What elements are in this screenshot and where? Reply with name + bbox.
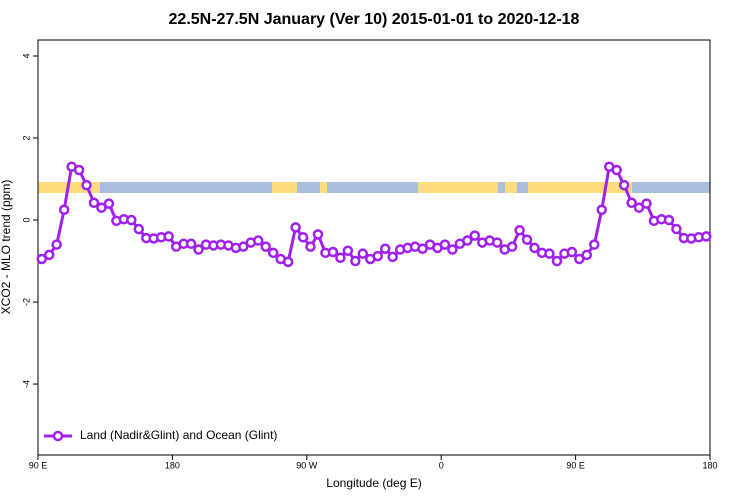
- data-point: [387, 251, 398, 263]
- data-point: [626, 197, 637, 209]
- data-point: [43, 249, 55, 261]
- chart-title: 22.5N-27.5N January (Ver 10) 2015-01-01 …: [169, 11, 580, 28]
- data-point: [81, 179, 92, 191]
- x-tick-label: 90 E: [566, 460, 585, 470]
- data-point: [379, 243, 391, 254]
- data-point: [618, 179, 630, 191]
- data-point: [611, 164, 622, 176]
- data-point: [357, 248, 369, 259]
- data-point: [185, 238, 197, 250]
- data-point: [596, 204, 607, 216]
- data-point: [462, 235, 473, 246]
- data-point: [73, 164, 85, 176]
- data-point: [491, 237, 503, 248]
- x-tick-label: 90 E: [29, 460, 48, 470]
- data-point: [551, 255, 563, 267]
- y-tick-label: 0: [21, 218, 31, 223]
- data-point: [350, 255, 361, 267]
- data-point: [566, 246, 578, 258]
- data-point: [267, 247, 279, 259]
- data-point: [544, 248, 555, 259]
- data-point: [671, 223, 682, 235]
- y-tick-label: -2: [21, 298, 31, 306]
- data-point: [282, 256, 294, 268]
- data-point: [335, 252, 346, 264]
- legend-marker: [52, 430, 64, 442]
- data-point: [305, 241, 316, 252]
- data-point: [312, 229, 324, 240]
- data-point: [589, 239, 600, 250]
- data-point: [447, 244, 458, 255]
- x-axis-label: Longitude (deg E): [326, 476, 421, 490]
- data-point: [581, 249, 593, 261]
- data-point: [574, 253, 585, 265]
- data-point: [58, 204, 70, 216]
- data-point: [372, 250, 383, 262]
- plot-frame: [37, 39, 711, 456]
- y-tick-label: 2: [21, 136, 31, 141]
- data-point: [506, 241, 518, 252]
- y-axis-label: XCO2 - MLO trend (ppm): [0, 180, 13, 315]
- data-point: [663, 214, 675, 226]
- y-tick-label: -4: [21, 380, 31, 388]
- data-point: [36, 253, 47, 265]
- data-point: [193, 244, 204, 255]
- data-point: [529, 242, 540, 254]
- x-tick-label: 90 W: [296, 460, 318, 470]
- data-point: [238, 241, 249, 252]
- data-point: [469, 230, 481, 241]
- series-line: [41, 165, 707, 264]
- data-point: [327, 246, 339, 258]
- data-point: [290, 222, 301, 233]
- data-point: [51, 239, 62, 250]
- y-tick-label: 4: [21, 53, 31, 58]
- data-point: [103, 198, 115, 209]
- legend-label: Land (Nadir&Glint) and Ocean (Glint): [80, 428, 277, 442]
- data-point: [439, 239, 451, 250]
- x-tick-label: 180: [165, 460, 180, 470]
- data-point: [126, 214, 137, 226]
- data-point: [514, 225, 525, 236]
- data-point: [297, 231, 309, 243]
- data-point: [701, 231, 712, 242]
- data-point: [253, 235, 264, 246]
- data-point: [260, 241, 271, 252]
- data-point: [342, 245, 354, 257]
- data-point: [417, 243, 428, 254]
- data-point: [163, 231, 174, 242]
- x-tick-label: 180: [702, 460, 717, 470]
- data-point: [521, 234, 533, 245]
- data-point: [133, 223, 145, 235]
- land-ocean-strip: [38, 182, 710, 193]
- data-point: [88, 197, 100, 209]
- data-point: [641, 198, 652, 209]
- data-point: [633, 202, 645, 213]
- data-point: [96, 202, 107, 213]
- x-tick-label: 0: [439, 460, 444, 470]
